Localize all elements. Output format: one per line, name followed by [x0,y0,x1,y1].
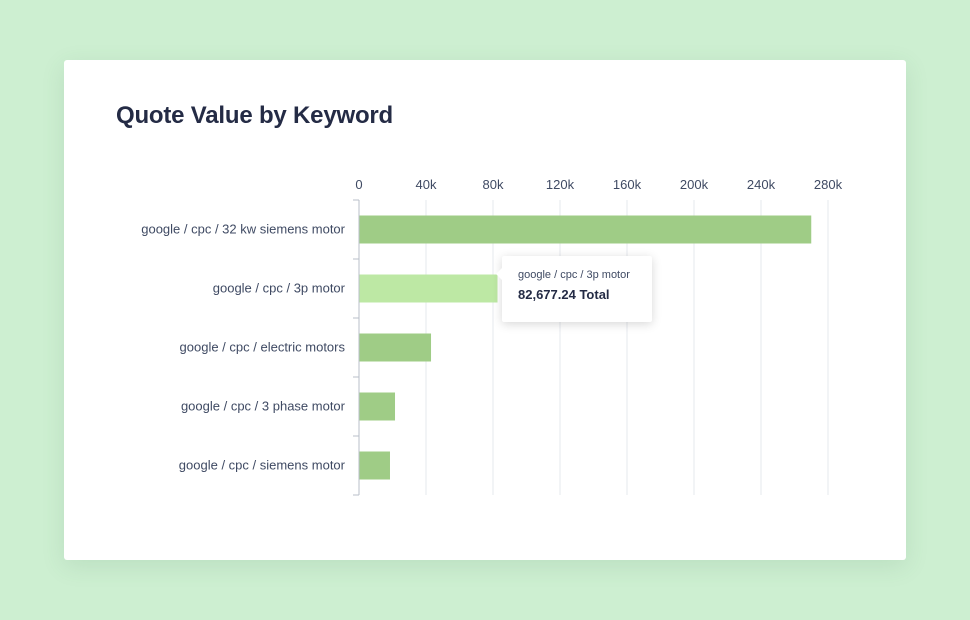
bar [359,451,390,480]
x-tick-label: 160k [613,177,642,192]
chart-card: Quote Value by Keyword 0 40k 80k 120k 160k 20… [64,60,906,560]
category-label: google / cpc / siemens motor [179,458,346,473]
bar [359,215,812,244]
category-label: google / cpc / 3p motor [213,281,346,296]
category-label: google / cpc / 3 phase motor [181,399,346,414]
category-label: google / cpc / 32 kw siemens motor [141,222,345,237]
category-label: google / cpc / electric motors [180,340,346,355]
x-tick-label: 240k [747,177,776,192]
x-tick-label: 40k [416,177,437,192]
tooltip-value: 82,677.24 Total [518,287,610,302]
x-tick-label: 280k [814,177,843,192]
tooltip-category: google / cpc / 3p motor [518,269,630,281]
x-tick-label: 80k [483,177,504,192]
bar-chart: 0 40k 80k 120k 160k 200k 240k 280k google / cpc … [141,177,843,496]
chart-tooltip: google / cpc / 3p motor 82,677.24 Total [496,256,652,322]
x-tick-label: 0 [355,177,362,192]
bar [359,392,396,421]
x-tick-label: 200k [680,177,709,192]
bar [359,274,498,303]
bar [359,333,432,362]
chart-title: Quote Value by Keyword [116,102,394,129]
x-tick-label: 120k [546,177,575,192]
